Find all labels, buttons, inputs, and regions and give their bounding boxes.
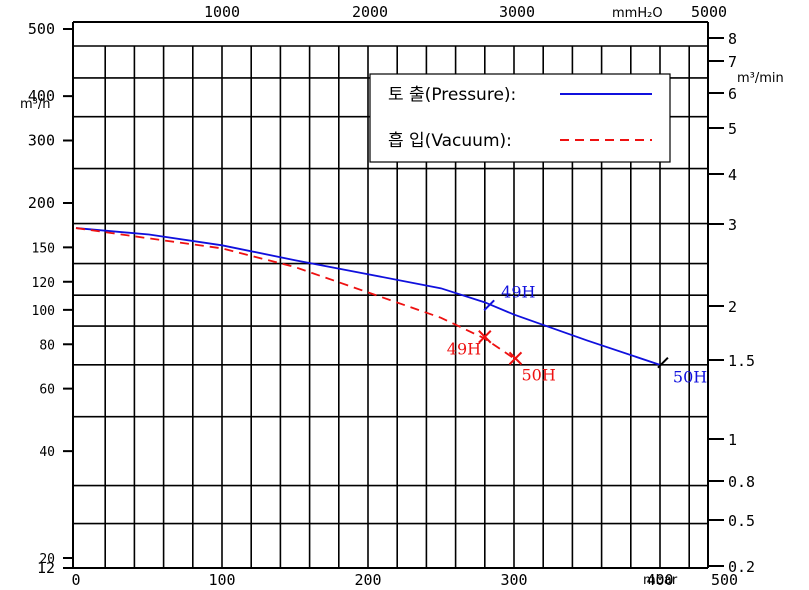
left-tick-label: 200 (28, 194, 55, 212)
vertical-grid-lines (104, 46, 691, 568)
legend-label: 토 출(Pressure): (388, 85, 516, 105)
left-tick-label: 12 (37, 559, 55, 577)
left-tick-label: 80 (39, 338, 55, 353)
bottom-tick-label: 400 (646, 571, 673, 589)
left-axis-unit: m³/h (20, 97, 51, 112)
right-tick-label: 2 (728, 298, 737, 316)
legend-box (369, 73, 671, 163)
right-tick-label: 1.5 (728, 352, 755, 370)
bottom-tick-label: 500 (711, 571, 738, 589)
left-tick-label: 100 (32, 304, 55, 319)
axes (72, 21, 709, 569)
left-tick-label: 150 (32, 241, 55, 256)
bottom-tick-label: 300 (500, 571, 527, 589)
bottom-axis-unit: mbar (643, 573, 678, 588)
right-tick-label: 7 (728, 53, 737, 71)
annotation-label: 50H (673, 368, 707, 387)
left-tick-label: 500 (28, 20, 55, 38)
legend: 토 출(Pressure): 흡 입(Vacuum): (369, 73, 671, 163)
series-line (75, 227, 661, 366)
right-tick-label: 4 (728, 166, 737, 184)
right-tick-label: 1 (728, 431, 737, 449)
annotation-tick (508, 351, 523, 366)
left-tick-label: 400 (28, 87, 55, 105)
right-tick-label: 5 (728, 120, 737, 138)
annotation-tick (478, 330, 492, 344)
annotation-tick (483, 299, 495, 312)
top-axis-ticks: 1000 2000 3000 5000 mmH₂O (204, 3, 727, 21)
annotation-label: 49H (447, 340, 481, 359)
annotation-label: 49H (501, 282, 535, 301)
top-tick-label: 2000 (352, 3, 388, 21)
top-axis-unit: mmH₂O (612, 6, 663, 21)
bottom-axis-ticks: 0 100 200 300 400 500 mbar (71, 571, 738, 589)
top-tick-label: 1000 (204, 3, 240, 21)
bottom-tick-label: 100 (208, 571, 235, 589)
bottom-tick-label: 200 (354, 571, 381, 589)
left-tick-label: 20 (39, 552, 55, 567)
legend-label: 흡 입(Vacuum): (388, 131, 512, 151)
left-tick-label: 300 (28, 131, 55, 149)
right-tick-label: 3 (728, 216, 737, 234)
right-tick-label: 6 (728, 85, 737, 103)
left-tick-label: 40 (39, 445, 55, 460)
right-tick-label: 0.2 (728, 558, 755, 576)
left-tick-label: 60 (39, 383, 55, 398)
left-tick-label: 120 (32, 276, 55, 291)
right-tick-label: 0.5 (728, 512, 755, 530)
bottom-tick-label: 0 (71, 571, 80, 589)
right-axis-unit: m³/min (737, 71, 784, 86)
right-axis-ticks: 0.2 0.5 0.8 1 1.5 2 3 4 5 6 7 8 m³/min (708, 30, 784, 576)
right-tick-label: 8 (728, 30, 737, 48)
top-tick-label: 5000 (691, 3, 727, 21)
annotation-tick (657, 356, 669, 369)
right-tick-label: 0.8 (728, 473, 755, 491)
series-line (75, 227, 515, 360)
top-tick-label: 3000 (499, 3, 535, 21)
annotation-label: 50H (521, 365, 555, 384)
point-annotations: 49H 50H 49H 50H (447, 282, 707, 386)
